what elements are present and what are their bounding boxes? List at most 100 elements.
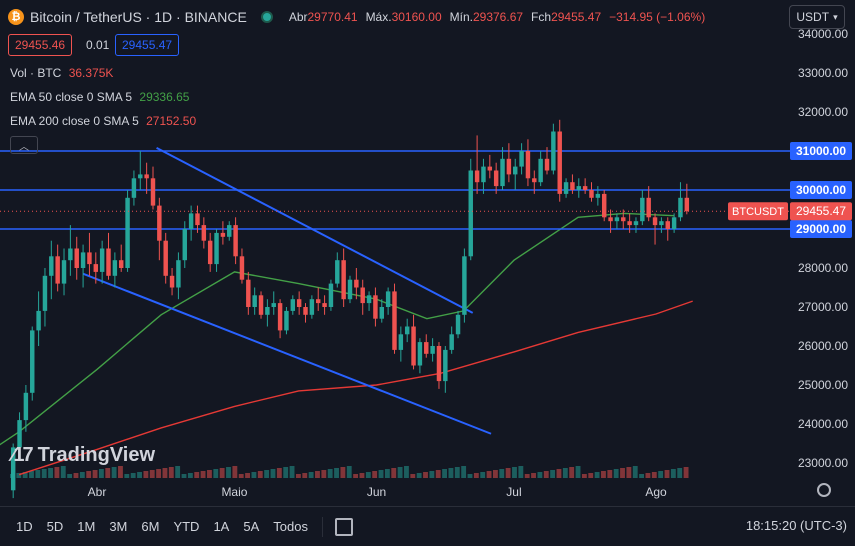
candle-body [563, 182, 569, 194]
range-1a[interactable]: 1A [213, 519, 230, 534]
volume-bar [645, 473, 651, 478]
candle-body [519, 151, 524, 167]
candle-body [125, 197, 130, 268]
candle-body [277, 303, 283, 331]
candle-body [449, 334, 454, 350]
price-tick-label: 32000.00 [798, 105, 848, 119]
volume-bar [270, 469, 276, 478]
volume-bar [423, 472, 428, 478]
volume-bar [207, 470, 212, 478]
price-chart[interactable]: 23000.00 24000.00 25000.00 26000.00 27000.00… [0, 0, 855, 506]
tradingview-logo-icon: ⁄17 [12, 444, 34, 466]
currency-selector[interactable]: USDT ▾ [789, 5, 845, 29]
candle-body [30, 330, 35, 393]
indicator-ema50[interactable]: EMA 50 close 0 SMA 5 29336.65 [10, 90, 190, 104]
indicator-volume[interactable]: Vol · BTC 36.375K [10, 66, 114, 80]
volume-bar [308, 472, 314, 478]
candle-body [316, 299, 321, 304]
sell-button[interactable]: 29455.46 [8, 34, 73, 56]
volume-bar [226, 467, 231, 478]
candle-body [544, 158, 550, 171]
chart-area[interactable]: 23000.00 24000.00 25000.00 26000.00 27000.00… [0, 0, 855, 506]
collapse-indicators-button[interactable]: ︿ [10, 136, 38, 154]
volume-bar [569, 467, 575, 478]
volume-bar [264, 470, 270, 478]
price-tick-label: 33000.00 [798, 66, 848, 80]
indicator-ema200[interactable]: EMA 200 close 0 SMA 5 27152.50 [10, 114, 197, 128]
candle-body [207, 240, 213, 265]
time-tick-label: Abr [88, 485, 107, 499]
volume-bar [181, 474, 187, 478]
range-6m[interactable]: 6M [141, 519, 160, 534]
volume-bar [194, 472, 200, 478]
calendar-icon[interactable] [334, 517, 353, 536]
candle-body [633, 221, 639, 226]
symbol-title[interactable]: Bitcoin / TetherUS · 1D · BINANCE [30, 9, 247, 25]
channel-trend-line [156, 146, 474, 314]
volume-bar [410, 474, 416, 478]
symbol-tag-label: BTCUSDT [732, 206, 784, 218]
level-price-tag [790, 181, 852, 199]
candle-body [284, 310, 289, 331]
volume-bar [137, 472, 142, 478]
tradingview-watermark: ⁄17 TradingView [12, 444, 155, 467]
candle-body [335, 260, 340, 284]
range-5d[interactable]: 5D [46, 519, 64, 534]
candle-body [303, 307, 308, 315]
candle-body [652, 217, 658, 226]
range-ytd[interactable]: YTD [173, 519, 200, 534]
volume-bar [486, 471, 492, 478]
volume-bar [677, 468, 683, 478]
candle-body [443, 349, 448, 382]
candle-body [93, 264, 99, 272]
candle-body [678, 197, 683, 218]
candle-body [150, 178, 156, 206]
time-tick-label: Ago [645, 485, 667, 499]
volume-bar [238, 474, 244, 478]
volume-bar [651, 472, 657, 478]
range-all[interactable]: Todos [273, 519, 308, 534]
volume-bar [130, 473, 136, 478]
volume-bar [124, 474, 130, 478]
volume-bar [213, 469, 219, 478]
candle-body [513, 166, 518, 175]
volume-bar [16, 473, 22, 478]
volume-bar [22, 472, 28, 478]
candle-body [665, 221, 670, 229]
candle-body [80, 252, 86, 268]
price-tick-label: 23000.00 [798, 456, 848, 470]
volume-bar [480, 472, 486, 478]
volume-bar [664, 470, 670, 478]
volume-bar [607, 470, 613, 478]
volume-bar [327, 469, 333, 478]
volume-bar [556, 469, 562, 478]
market-status-icon[interactable] [260, 11, 273, 23]
candle-body [322, 303, 327, 307]
volume-bar [73, 473, 79, 478]
range-1d[interactable]: 1D [16, 519, 33, 534]
candle-body [341, 260, 346, 300]
range-5a[interactable]: 5A [243, 519, 260, 534]
candle-body [576, 186, 582, 190]
buy-button[interactable]: 29455.47 [115, 34, 180, 56]
candle-body [481, 166, 486, 183]
clock[interactable]: 18:15:20 (UTC-3) [745, 518, 847, 533]
chart-header: ₿ Bitcoin / TetherUS · 1D · BINANCE Abr2… [8, 6, 705, 28]
range-3m[interactable]: 3M [109, 519, 128, 534]
candle-body [468, 170, 473, 257]
candle-body [182, 229, 187, 261]
gear-icon[interactable] [817, 483, 831, 497]
volume-bar [340, 467, 346, 478]
candle-body [290, 299, 296, 311]
chevron-down-icon: ▾ [833, 11, 838, 22]
volume-bar [442, 469, 448, 478]
candle-body [582, 186, 588, 190]
price-tick-label: 34000.00 [798, 27, 848, 41]
chevron-up-icon: ︿ [19, 141, 29, 153]
volume-bar [302, 473, 308, 478]
currency-label: USDT [796, 10, 830, 24]
range-1m[interactable]: 1M [77, 519, 96, 534]
volume-bar [232, 466, 238, 478]
ohlc-high: Máx.30160.00 [365, 10, 442, 24]
symbol-tag [728, 202, 788, 221]
